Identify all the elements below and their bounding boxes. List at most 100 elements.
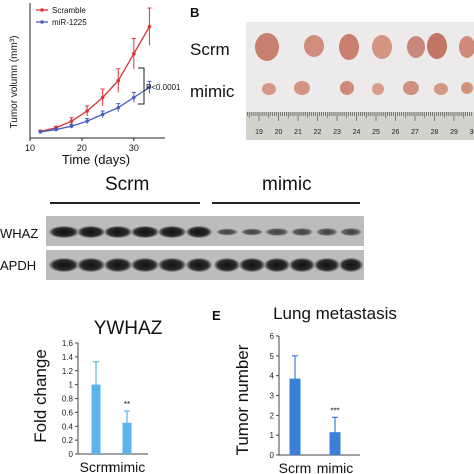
growth-x-tick-label: 20 — [77, 143, 87, 153]
bar-y-tick-label: 1.2 — [62, 367, 74, 376]
tumor-scrm-4 — [372, 35, 392, 59]
ruler-label: 25 — [372, 129, 380, 136]
bar-y-tick-label: 0.4 — [62, 422, 74, 431]
bar-y-tick-label: 3 — [270, 392, 275, 401]
bar-category-label: Scrm — [279, 460, 312, 474]
ruler-label: 24 — [353, 129, 361, 136]
tumor-scrm-2 — [304, 35, 324, 57]
ruler-label: 26 — [392, 129, 400, 136]
tumor-mimic-1 — [262, 83, 276, 95]
bar-y-tick-label: 1 — [270, 431, 275, 440]
panel-letter-b: B — [190, 5, 200, 20]
gapdh-band-6 — [186, 258, 212, 272]
bar-y-tick-label: 5 — [270, 352, 275, 361]
ywhaz-band-7 — [216, 228, 238, 236]
ruler-label: 22 — [314, 129, 322, 136]
legend-scramble-label: Scramble — [52, 6, 86, 15]
blot-membrane — [46, 216, 364, 280]
bar-y-tick-label: 1.6 — [62, 339, 74, 348]
gapdh-band-8 — [239, 258, 265, 272]
gapdh-band-2 — [77, 258, 105, 272]
growth-point — [116, 105, 121, 110]
tumor-scrm-7 — [459, 36, 474, 58]
ywhaz-band-6 — [186, 226, 212, 238]
bar-category-label: mimic — [109, 459, 146, 474]
legend: Scramble miR-1225 — [36, 6, 87, 27]
photo-row-label-scrm: Scrm — [190, 40, 230, 59]
bar-y-tick-label: 6 — [270, 332, 275, 341]
bar-y-tick-label: 2 — [270, 411, 275, 420]
growth-point — [85, 119, 89, 123]
scrm-tumor-row — [255, 33, 474, 61]
growth-point — [54, 127, 58, 132]
significance-stars: ** — [124, 400, 130, 409]
gapdh-band-7 — [214, 258, 240, 272]
blot-group-scrm: Scrm — [105, 174, 150, 195]
ywhaz-band-1 — [49, 226, 79, 238]
ruler-label: 29 — [450, 129, 458, 136]
bar — [91, 384, 101, 454]
ywhaz-band-11 — [316, 228, 338, 236]
tumor-mimic-4 — [372, 83, 384, 95]
ruler-label: 28 — [431, 129, 439, 136]
tumor-mimic-6 — [434, 83, 448, 95]
growth-point — [100, 112, 105, 117]
ywhaz-band-4 — [131, 226, 159, 238]
ywhaz-chart-title: YWHAZ — [94, 318, 163, 339]
bar-y-tick-label: 0.2 — [62, 436, 74, 445]
legend-mir-marker — [40, 20, 44, 24]
ruler-label: 19 — [255, 129, 263, 136]
growth-x-tick-label: 30 — [129, 143, 139, 153]
gapdh-band-12 — [339, 258, 363, 272]
gapdh-band-4 — [131, 258, 159, 272]
growth-point — [69, 124, 74, 128]
p-value-label: P<0.0001 — [146, 83, 180, 92]
photo-row-label-mimic: mimic — [190, 82, 235, 101]
ruler-label: 20 — [275, 129, 283, 136]
bar-y-tick-label: 0 — [270, 451, 275, 460]
blot-row-label-gapdh: APDH — [0, 258, 37, 273]
tumor-mimic-5 — [403, 81, 419, 95]
growth-point — [147, 24, 152, 29]
bar-category-label: Scrm — [80, 459, 113, 474]
mimic-tumor-row — [262, 81, 473, 95]
gapdh-band-9 — [264, 258, 290, 272]
legend-scramble-marker — [40, 8, 44, 12]
growth-point — [69, 119, 74, 123]
gapdh-band-3 — [104, 258, 132, 272]
ywhaz-bands — [49, 226, 362, 238]
ruler-label: 27 — [411, 129, 419, 136]
legend-mir-label: miR-1225 — [52, 18, 87, 27]
bar-y-tick-label: 4 — [270, 372, 275, 381]
ywhaz-band-9 — [265, 228, 289, 236]
significance-stars: *** — [330, 406, 339, 415]
growth-curve-chart: Tumor volumn (mm³) 10 20 30 Scramble miR-1… — [9, 3, 180, 167]
growth-y-axis-label: Tumor volumn (mm³) — [9, 36, 20, 129]
growth-point — [85, 109, 89, 113]
bar-y-tick-label: 0 — [69, 450, 74, 459]
growth-point — [132, 51, 136, 56]
bar-y-tick-label: 1 — [69, 381, 74, 390]
gapdh-band-11 — [314, 258, 340, 272]
growth-point — [147, 85, 152, 90]
panel-letter-e: E — [212, 308, 221, 323]
tumor-photo: Scrm mimic 19 20 21 22 23 24 25 26 27 28 29 30 — [190, 22, 474, 140]
gapdh-bands — [49, 258, 363, 272]
tumor-mimic-2 — [294, 81, 310, 95]
tumor-scrm-5 — [407, 36, 425, 58]
tumor-mimic-7 — [461, 82, 473, 94]
bar — [289, 378, 301, 455]
ywhaz-band-8 — [241, 228, 263, 236]
ywhaz-band-3 — [104, 226, 132, 238]
growth-line-series-2 — [40, 86, 150, 133]
tumor-scrm-1 — [255, 33, 279, 61]
ruler-label: 30 — [470, 129, 474, 136]
bar — [122, 422, 132, 454]
western-blot-panel: Scrm mimic WHAZ APDH — [0, 172, 474, 282]
gapdh-band-5 — [158, 258, 186, 272]
lung-metastasis-bar-chart: Lung metastasis Tumor number 0 1 2 3 4 5 6 Scrm… — [233, 304, 397, 474]
ywhaz-band-2 — [77, 226, 105, 238]
ruler — [246, 112, 474, 140]
growth-x-tick-label: 10 — [25, 143, 35, 153]
ywhaz-y-axis-label: Fold change — [31, 349, 50, 443]
